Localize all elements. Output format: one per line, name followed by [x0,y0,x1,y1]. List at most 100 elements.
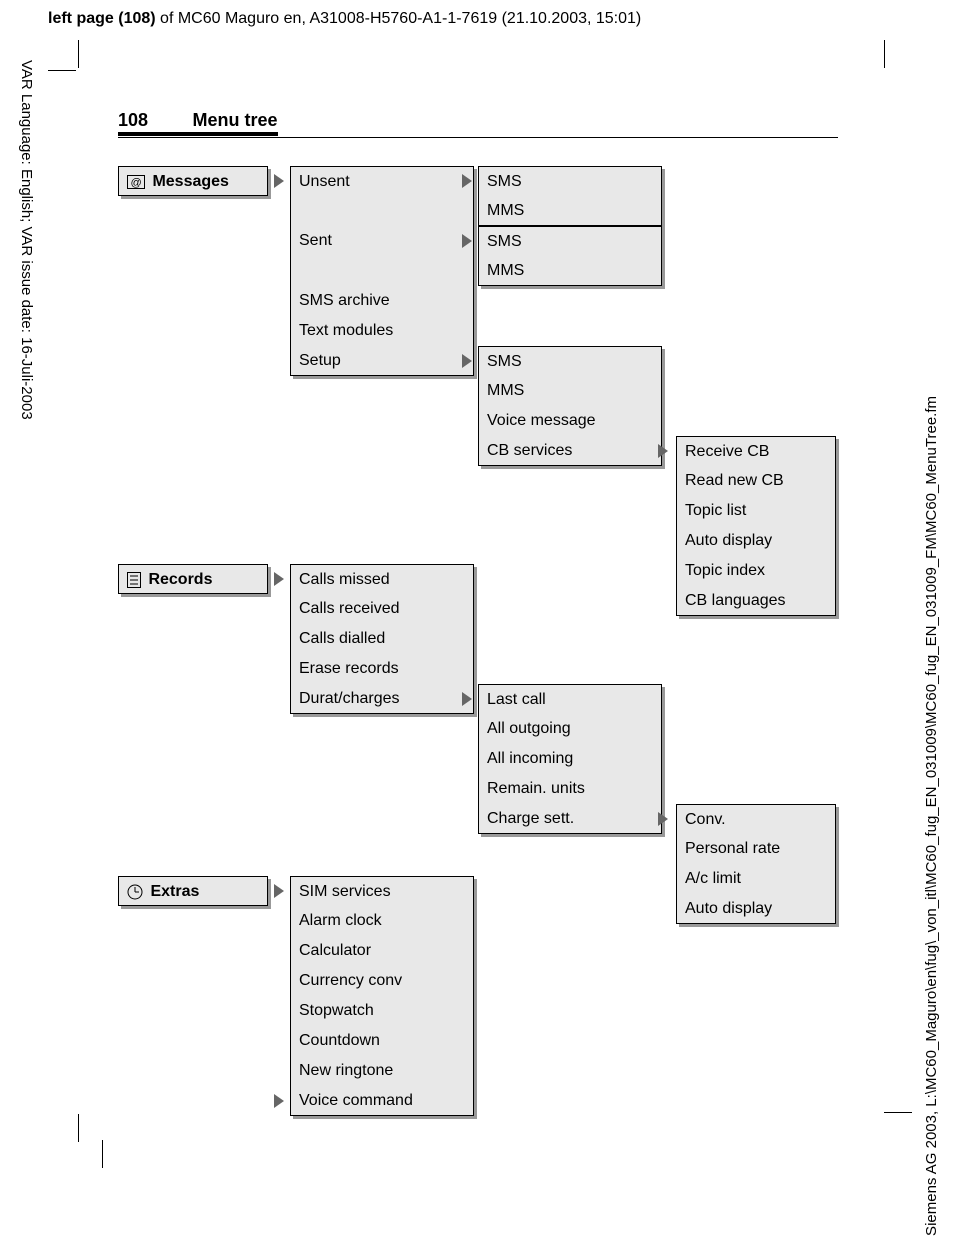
menu-item: Calls dialled [290,624,474,654]
item-label: Receive CB [685,443,769,460]
messages-label: Messages [152,173,229,190]
page-title: Menu tree [192,110,277,130]
menu-item: SMS [478,226,662,256]
menu-item: Countdown [290,1026,474,1056]
item-label: Calls dialled [299,630,385,647]
arrow-icon [462,354,472,368]
menu-item: Read new CB [676,466,836,496]
left-margin-note: VAR Language: English; VAR issue date: 1… [18,60,35,420]
item-label: SMS [487,173,522,190]
arrow-icon [658,444,668,458]
item-label: Setup [299,352,341,369]
item-label: Text modules [299,322,393,339]
menu-item: Stopwatch [290,996,474,1026]
item-label: SMS [487,353,522,370]
item-label: Alarm clock [299,912,382,929]
menu-item: Unsent [290,166,474,226]
item-label: Topic list [685,502,746,519]
arrow-icon [462,174,472,188]
arrow-icon [462,692,472,706]
menu-item: MMS [478,376,662,406]
menu-item: Voice message [478,406,662,436]
arrow-icon [274,572,284,586]
doc-header-bold: left page (108) [48,10,156,27]
item-label: Calculator [299,942,371,959]
item-label: Durat/charges [299,690,400,707]
item-label: Calls missed [299,571,390,588]
menu-item: Conv. [676,804,836,834]
menu-item: Alarm clock [290,906,474,936]
item-label: Charge sett. [487,810,574,827]
menu-item: All outgoing [478,714,662,744]
item-label: All outgoing [487,720,571,737]
menu-item: Currency conv [290,966,474,996]
item-label: SMS archive [299,292,390,309]
menu-item: Voice command [290,1086,474,1116]
item-label: Personal rate [685,840,780,857]
item-label: Auto display [685,532,772,549]
item-label: Unsent [299,173,350,190]
menu-item: Text modules [290,316,474,346]
item-label: MMS [487,202,524,219]
item-label: Stopwatch [299,1002,374,1019]
item-label: Currency conv [299,972,402,989]
item-label: Erase records [299,660,399,677]
at-icon: @ [127,171,145,193]
arrow-icon [658,812,668,826]
crop-mark [884,1112,912,1113]
item-label: All incoming [487,750,573,767]
item-label: Calls received [299,600,399,617]
menu-records: Records [118,564,268,594]
item-label: Sent [299,232,332,249]
extras-label: Extras [150,883,199,900]
item-label: SMS [487,233,522,250]
menu-item: Remain. units [478,774,662,804]
item-label: MMS [487,262,524,279]
crop-mark [102,1140,103,1168]
item-label: MMS [487,382,524,399]
svg-text:@: @ [130,177,141,189]
crop-mark [48,70,76,71]
item-label: Auto display [685,900,772,917]
menu-item: Auto display [676,894,836,924]
doc-header-rest: of MC60 Maguro en, A31008-H5760-A1-1-761… [156,10,642,27]
menu-item: CB services [478,436,662,466]
menu-item: SMS archive [290,286,474,316]
menu-item: MMS [478,256,662,286]
menu-item: A/c limit [676,864,836,894]
menu-item: SMS [478,166,662,196]
arrow-icon [274,884,284,898]
item-label: New ringtone [299,1062,393,1079]
arrow-icon [274,174,284,188]
menu-item: Auto display [676,526,836,556]
menu-item: SMS [478,346,662,376]
menu-item: Last call [478,684,662,714]
item-label: A/c limit [685,870,741,887]
menu-item: Calls missed [290,564,474,594]
menu-item: Durat/charges [290,684,474,714]
arrow-icon [462,234,472,248]
item-label: Conv. [685,811,726,828]
right-margin-note: Siemens AG 2003, L:\MC60_Maguro\en\fug\_… [923,396,940,1236]
menu-item: Calls received [290,594,474,624]
menu-item: All incoming [478,744,662,774]
clock-icon [127,881,143,903]
item-label: Voice message [487,412,596,429]
doc-header: left page (108) of MC60 Maguro en, A3100… [48,10,641,28]
crop-mark [78,1114,79,1142]
item-label: CB services [487,442,572,459]
item-label: Read new CB [685,472,784,489]
menu-item: MMS [478,196,662,226]
menu-item: Setup [290,346,474,376]
crop-mark [884,40,885,68]
header-underline [118,132,278,136]
page-number: 108 [118,110,188,131]
item-label: Countdown [299,1032,380,1049]
item-label: Last call [487,691,546,708]
menu-item: SIM services [290,876,474,906]
item-label: Voice command [299,1092,413,1109]
menu-item: Calculator [290,936,474,966]
menu-item: CB languages [676,586,836,616]
menu-messages: @ Messages [118,166,268,196]
menu-item: Topic index [676,556,836,586]
